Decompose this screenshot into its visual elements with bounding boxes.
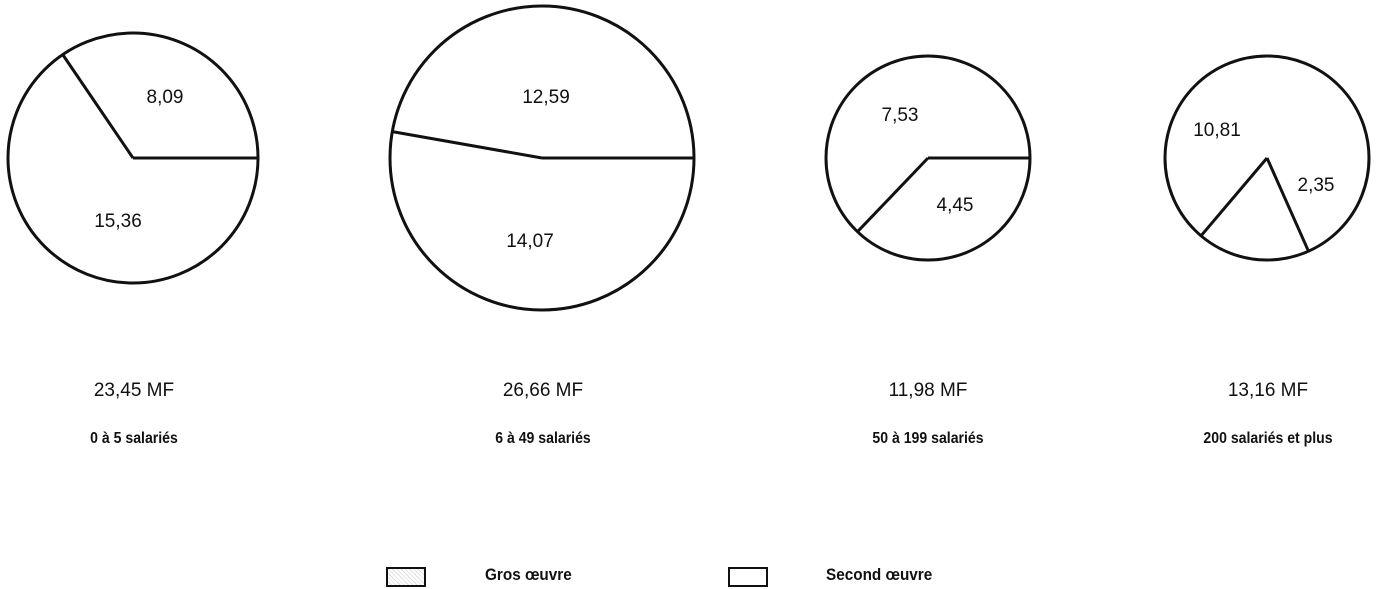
pie-4-slice-2-edge — [1199, 157, 1269, 237]
pie-2-total: 26,66 MF — [502, 380, 584, 401]
pie-3-value-label-second-oeuvre: 4,45 — [937, 195, 974, 216]
pie-2: 12,59 14,07 — [388, 4, 696, 312]
pie-4: 10,81 2,35 — [1163, 54, 1371, 262]
legend-swatch-second-oeuvre — [728, 567, 768, 587]
pie-1-total: 23,45 MF — [93, 380, 175, 401]
pie-4-total: 13,16 MF — [1227, 380, 1309, 401]
pie-1-slice-2-edge — [61, 53, 135, 159]
legend-label-gros-oeuvre: Gros œuvre — [485, 565, 572, 584]
pie-3-category: 50 à 199 salariés — [872, 430, 984, 447]
pie-4-category: 200 salariés et plus — [1203, 430, 1333, 447]
pie-4-value-label-second-oeuvre: 2,35 — [1298, 175, 1335, 196]
pie-1-value-label-second-oeuvre: 15,36 — [94, 211, 142, 232]
pie-3-value-label-gros-oeuvre: 7,53 — [882, 105, 919, 126]
pie-3: 7,53 4,45 — [824, 54, 1032, 262]
pie-3-slice-2-edge — [856, 156, 930, 233]
pie-1: 8,09 15,36 — [6, 31, 260, 285]
pie-1-category: 0 à 5 salariés — [90, 430, 178, 447]
pie-2-value-label-second-oeuvre: 14,07 — [506, 231, 554, 252]
pie-2-slice-2-edge — [392, 130, 543, 160]
pie-2-value-label-gros-oeuvre: 12,59 — [522, 87, 570, 108]
pie-3-total: 11,98 MF — [888, 380, 968, 401]
pie-4-value-label-gros-oeuvre: 10,81 — [1193, 120, 1241, 141]
pie-1-value-label-gros-oeuvre: 8,09 — [147, 87, 184, 108]
pie-4-slice-1-edge — [1265, 157, 1310, 252]
pie-2-category: 6 à 49 salariés — [495, 430, 591, 447]
legend-label-second-oeuvre: Second œuvre — [826, 565, 933, 584]
legend-swatch-gros-oeuvre — [386, 567, 426, 587]
